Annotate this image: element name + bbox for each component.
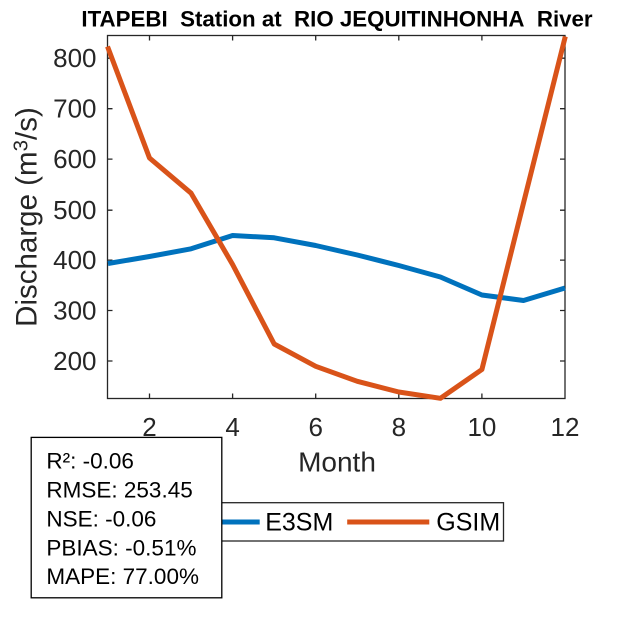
svg-text:8: 8 <box>392 412 406 442</box>
svg-text:PBIAS: -0.51%: PBIAS: -0.51% <box>46 535 196 560</box>
svg-text:R²: -0.06: R²: -0.06 <box>46 449 134 474</box>
svg-text:NSE: -0.06: NSE: -0.06 <box>46 506 156 531</box>
svg-text:12: 12 <box>551 412 580 442</box>
svg-text:MAPE: 77.00%: MAPE: 77.00% <box>46 564 199 589</box>
svg-text:4: 4 <box>225 412 239 442</box>
svg-text:800: 800 <box>53 43 96 73</box>
svg-text:2: 2 <box>142 412 156 442</box>
svg-text:10: 10 <box>467 412 496 442</box>
svg-text:600: 600 <box>53 144 96 174</box>
svg-text:E3SM: E3SM <box>265 509 333 537</box>
svg-text:RMSE: 253.45: RMSE: 253.45 <box>46 478 192 503</box>
svg-text:6: 6 <box>308 412 322 442</box>
svg-text:Discharge (m3/s): Discharge (m3/s) <box>10 107 44 327</box>
svg-text:Month: Month <box>298 447 376 478</box>
svg-text:200: 200 <box>53 346 96 376</box>
svg-text:ITAPEBI Station at RIO JEQUI: ITAPEBI Station at RIO JEQUITINHONHA Riv… <box>81 6 593 31</box>
svg-text:GSIM: GSIM <box>436 509 500 537</box>
svg-text:300: 300 <box>53 296 96 326</box>
svg-text:500: 500 <box>53 195 96 225</box>
svg-text:400: 400 <box>53 245 96 275</box>
svg-text:700: 700 <box>53 94 96 124</box>
